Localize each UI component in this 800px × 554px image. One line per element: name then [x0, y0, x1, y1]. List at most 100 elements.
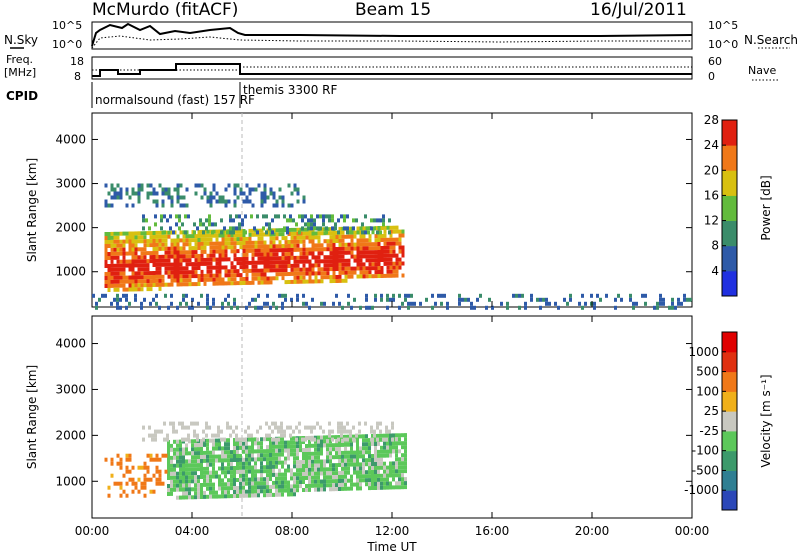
data-cell — [230, 249, 234, 254]
data-cell — [299, 259, 303, 264]
data-cell — [401, 301, 404, 306]
data-cell — [245, 280, 249, 285]
data-cell — [151, 433, 154, 438]
data-cell — [280, 429, 283, 434]
y-tick-label: 2000 — [55, 221, 86, 235]
data-cell — [266, 268, 270, 273]
data-cell — [116, 461, 120, 466]
data-cell — [233, 458, 236, 462]
data-cell — [290, 243, 294, 248]
data-cell — [167, 234, 171, 239]
data-cell — [188, 471, 191, 476]
data-cell — [143, 247, 147, 252]
data-cell — [242, 261, 246, 265]
data-cell — [254, 252, 258, 257]
data-cell — [239, 465, 242, 470]
data-cell — [185, 301, 188, 306]
data-cell — [275, 484, 278, 489]
data-cell — [377, 433, 380, 438]
data-cell — [116, 453, 120, 458]
data-cell — [377, 465, 380, 470]
data-cell — [221, 195, 225, 200]
data-cell — [281, 436, 284, 441]
data-cell — [208, 214, 211, 219]
data-cell — [248, 248, 252, 253]
data-cell — [251, 252, 255, 257]
data-cell — [272, 268, 276, 273]
data-cell — [227, 269, 231, 274]
data-cell — [296, 227, 300, 232]
data-cell — [368, 466, 371, 471]
data-cell — [119, 457, 123, 462]
data-cell — [185, 266, 189, 271]
data-cell — [293, 247, 297, 252]
data-cell — [353, 462, 356, 467]
x-axis-label: Time UT — [366, 540, 417, 554]
data-cell — [116, 239, 120, 244]
data-cell — [539, 305, 542, 310]
data-cell — [140, 231, 144, 236]
data-cell — [302, 263, 306, 268]
data-cell — [305, 231, 309, 236]
data-cell — [365, 270, 369, 275]
data-cell — [182, 203, 186, 208]
data-cell — [329, 275, 333, 280]
data-cell — [242, 237, 246, 241]
data-cell — [308, 475, 311, 480]
data-cell — [170, 443, 173, 448]
data-cell — [191, 274, 195, 279]
data-cell — [242, 485, 245, 490]
data-cell — [368, 250, 372, 255]
data-cell — [332, 251, 336, 255]
data-cell — [242, 489, 245, 494]
colorbar-swatch — [722, 411, 737, 432]
data-cell — [185, 262, 189, 267]
data-cell — [343, 218, 346, 223]
x-tick-label: 08:00 — [275, 524, 310, 538]
data-cell — [170, 246, 174, 251]
data-cell — [196, 421, 199, 426]
data-cell — [239, 489, 242, 494]
data-cell — [278, 476, 281, 481]
data-cell — [380, 477, 383, 482]
data-cell — [305, 444, 308, 448]
data-cell — [335, 467, 338, 472]
data-cell — [116, 305, 119, 310]
date-title: 16/Jul/2011 — [590, 0, 687, 20]
data-cell — [215, 199, 219, 204]
data-cell — [236, 478, 239, 482]
data-cell — [188, 451, 191, 456]
data-cell — [215, 241, 219, 246]
data-cell — [245, 449, 248, 454]
data-cell — [185, 203, 189, 208]
data-cell — [188, 459, 191, 464]
data-cell — [281, 472, 284, 477]
data-cell — [248, 469, 251, 474]
data-cell — [194, 479, 197, 484]
data-cell — [302, 476, 305, 480]
data-cell — [209, 490, 212, 495]
data-cell — [365, 482, 368, 487]
data-cell — [188, 305, 191, 310]
data-cell — [194, 471, 197, 476]
data-cell — [269, 191, 273, 196]
data-cell — [314, 243, 318, 248]
data-cell — [359, 466, 362, 471]
data-cell — [461, 297, 464, 302]
data-cell — [134, 283, 138, 288]
data-cell — [386, 469, 389, 474]
data-cell — [338, 447, 341, 451]
data-cell — [275, 276, 279, 281]
data-cell — [149, 283, 153, 288]
data-cell — [179, 301, 182, 306]
data-cell — [404, 449, 407, 454]
data-cell — [314, 443, 317, 448]
data-cell — [335, 239, 339, 243]
data-cell — [185, 479, 188, 484]
data-cell — [221, 470, 224, 475]
data-cell — [169, 421, 172, 426]
data-cell — [191, 305, 194, 310]
data-cell — [341, 474, 344, 479]
data-cell — [304, 214, 307, 219]
data-cell — [182, 495, 185, 500]
